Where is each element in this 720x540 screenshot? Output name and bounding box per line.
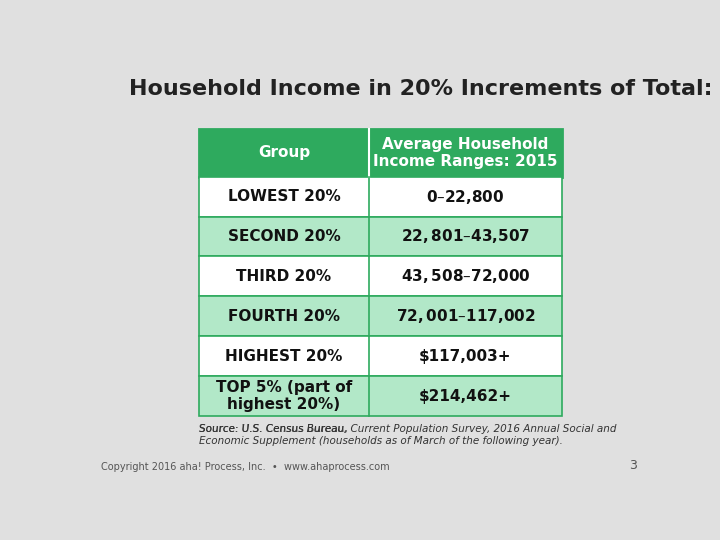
Text: $43,508–$72,000: $43,508–$72,000	[400, 267, 530, 286]
Text: $72,001–$117,002: $72,001–$117,002	[395, 307, 535, 325]
Text: Copyright 2016 aha! Process, Inc.  •  www.ahaprocess.com: Copyright 2016 aha! Process, Inc. • www.…	[101, 462, 390, 472]
Text: Average Household
Income Ranges: 2015: Average Household Income Ranges: 2015	[373, 137, 558, 169]
Text: LOWEST 20%: LOWEST 20%	[228, 189, 341, 204]
Text: $214,462+: $214,462+	[419, 389, 512, 404]
Bar	[199, 336, 562, 376]
Bar	[199, 177, 562, 217]
Text: SECOND 20%: SECOND 20%	[228, 229, 341, 244]
Text: Source: U.S. Census Bureau, Current Population Survey, 2016 Annual Social and
Ec: Source: U.S. Census Bureau, Current Popu…	[199, 424, 616, 446]
Text: Household Income in 20% Increments of Total: 2015: Household Income in 20% Increments of To…	[129, 79, 720, 99]
Text: $117,003+: $117,003+	[419, 349, 512, 364]
Text: THIRD 20%: THIRD 20%	[236, 269, 332, 284]
Text: $0–$22,800: $0–$22,800	[426, 187, 505, 206]
Text: HIGHEST 20%: HIGHEST 20%	[225, 349, 343, 364]
Text: Source: U.S. Census Bureau,: Source: U.S. Census Bureau,	[199, 424, 351, 435]
Bar	[199, 296, 562, 336]
Text: Group: Group	[258, 145, 310, 160]
Text: FOURTH 20%: FOURTH 20%	[228, 309, 340, 324]
Text: $22,801–$43,507: $22,801–$43,507	[401, 227, 530, 246]
Text: TOP 5% (part of
highest 20%): TOP 5% (part of highest 20%)	[216, 380, 352, 413]
Bar	[199, 376, 562, 416]
Bar	[199, 129, 562, 177]
Text: 3: 3	[629, 460, 637, 472]
Bar	[199, 256, 562, 296]
Bar	[199, 217, 562, 256]
